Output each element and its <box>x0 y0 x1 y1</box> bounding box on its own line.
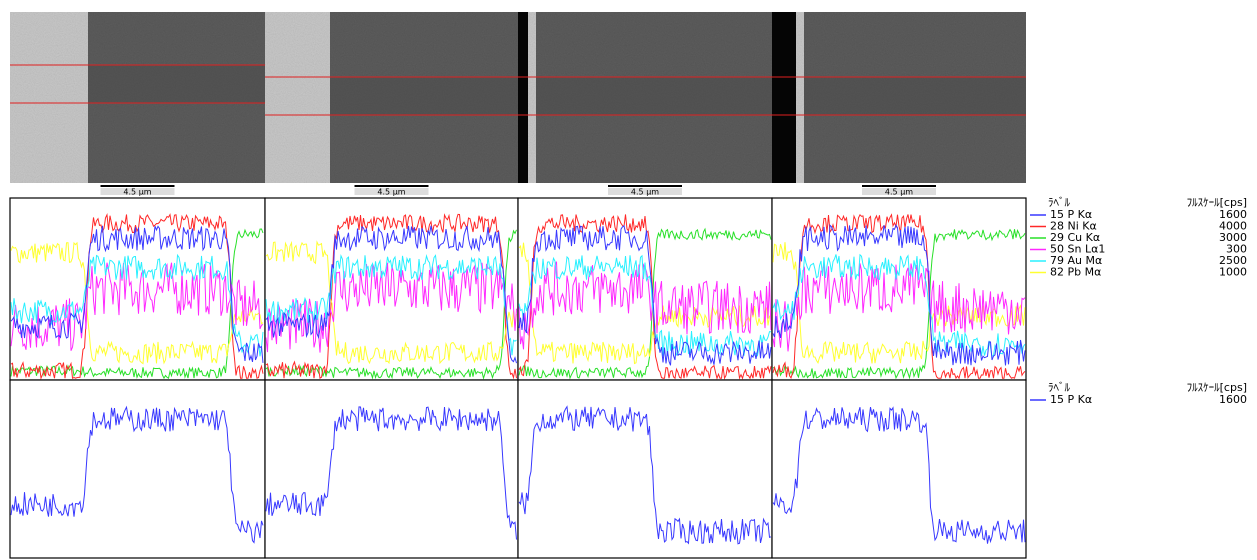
scale-bar-label: 4.5 μm <box>123 188 151 197</box>
sem-dark-gap <box>518 12 528 183</box>
legend-full-scale: 1600 <box>1219 393 1247 406</box>
sem-band <box>518 77 772 115</box>
legend-label: 82 Pb Mα <box>1050 266 1101 279</box>
figure-canvas: 4.5 μm4.5 μm4.5 μm4.5 μm ﾗﾍﾞﾙﾌﾙｽｹｰﾙ[cps]… <box>0 0 1257 560</box>
legend-full-scale: 1000 <box>1219 266 1247 279</box>
sem-bright-edge <box>796 12 804 183</box>
scale-bar-label: 4.5 μm <box>377 188 405 197</box>
scale-bar-label: 4.5 μm <box>631 188 659 197</box>
plot-frame <box>772 380 1026 558</box>
line-scans <box>10 198 1026 558</box>
plot-frame <box>265 380 518 558</box>
sem-bright-edge <box>10 12 88 183</box>
plot-frame <box>518 380 772 558</box>
sem-bright-edge <box>265 12 330 183</box>
plot-frame <box>10 380 265 558</box>
sem-images: 4.5 μm 4.5 μm 4.5 μm 4.5 μm <box>10 12 1026 197</box>
figure: 4.5 μm4.5 μm4.5 μm4.5 μm ﾗﾍﾞﾙﾌﾙｽｹｰﾙ[cps]… <box>0 0 1257 560</box>
sem-dark-gap <box>772 12 796 183</box>
legend-label: 15 P Kα <box>1050 393 1092 406</box>
sem-band <box>772 77 1026 115</box>
scale-bar-label: 4.5 μm <box>885 188 913 197</box>
sem-bright-edge <box>528 12 536 183</box>
